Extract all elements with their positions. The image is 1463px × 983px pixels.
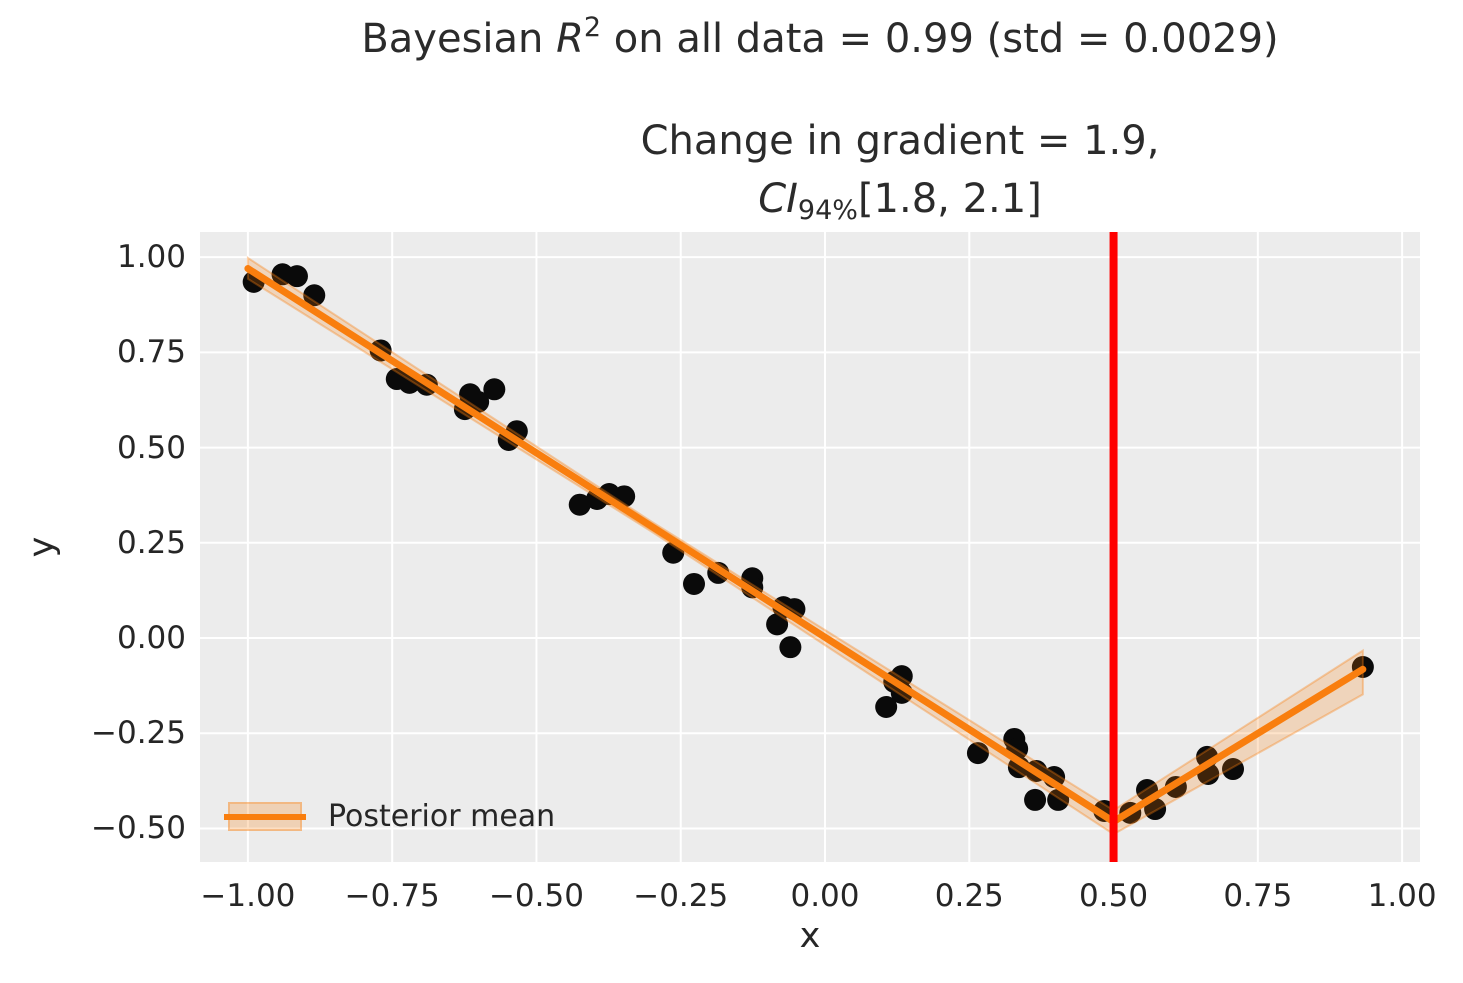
- data-point: [467, 390, 490, 413]
- data-point: [966, 742, 989, 765]
- y-tick-label: 0.00: [116, 620, 186, 657]
- y-tick-label: 1.00: [116, 239, 186, 276]
- y-tick-label: −0.25: [91, 715, 186, 752]
- y-tick-label: 0.25: [116, 524, 186, 561]
- y-tick-label: 0.50: [116, 429, 186, 466]
- data-point: [303, 284, 326, 307]
- subtitle-ci-label: CI: [758, 176, 798, 222]
- subtitle-line1: Change in gradient = 1.9,: [640, 118, 1160, 164]
- title-superscript: 2: [583, 12, 602, 43]
- data-point: [683, 572, 706, 595]
- x-tick-label: −0.75: [344, 878, 440, 914]
- legend-swatch-band: [224, 802, 306, 831]
- y-tick-label: 0.75: [116, 334, 186, 371]
- subtitle-ci-interval: [1.8, 2.1]: [857, 176, 1042, 222]
- title-math-r: R: [556, 16, 584, 62]
- x-tick-label: 0.00: [790, 878, 860, 914]
- legend-label: Posterior mean: [328, 799, 556, 834]
- data-point: [483, 378, 506, 401]
- x-tick-label: 0.50: [1079, 878, 1149, 914]
- x-tick-label: −1.00: [200, 878, 296, 914]
- x-tick-label: 1.00: [1367, 878, 1437, 914]
- data-point: [1222, 758, 1245, 781]
- credible-interval-band: [246, 256, 1364, 836]
- y-axis-label: y: [22, 536, 62, 558]
- data-point: [285, 265, 308, 288]
- x-tick-label: 0.25: [934, 878, 1004, 914]
- axes-title: Change in gradient = 1.9, CI94%[1.8, 2.1…: [641, 112, 1160, 233]
- title-text-1: Bayesian: [361, 16, 557, 62]
- figure-title: Bayesian R2 on all data = 0.99 (std = 0.…: [361, 12, 1279, 68]
- data-point: [568, 493, 591, 516]
- legend-swatch-line: [224, 813, 306, 820]
- data-point: [875, 695, 898, 718]
- data-point: [766, 613, 789, 636]
- x-tick-label: −0.50: [488, 878, 584, 914]
- data-point: [779, 636, 802, 659]
- subtitle-ci-sub: 94%: [797, 195, 858, 226]
- x-tick-label: −0.25: [633, 878, 729, 914]
- x-axis-label: x: [799, 916, 821, 956]
- title-text-2: on all data = 0.99 (std = 0.0029): [601, 16, 1279, 62]
- y-tick-label: −0.50: [91, 810, 186, 847]
- x-tick-label: 0.75: [1223, 878, 1293, 914]
- data-point: [1047, 788, 1070, 811]
- legend: Posterior mean: [224, 799, 556, 834]
- data-point: [1024, 788, 1047, 811]
